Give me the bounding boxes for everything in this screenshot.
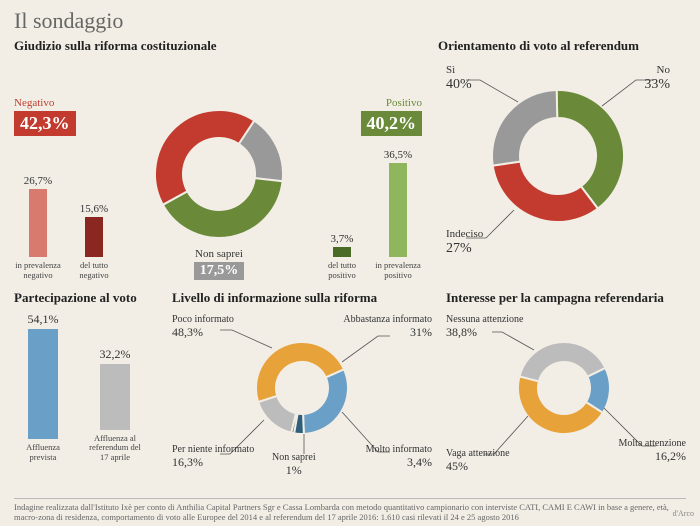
- poco-label: Poco informato: [172, 314, 234, 325]
- bar-col: 26,7% in prevalenza negativo: [14, 175, 62, 280]
- bar: [28, 329, 58, 439]
- molta-pct: 16,2%: [655, 449, 686, 463]
- bar-pct: 54,1%: [28, 312, 59, 327]
- bar: [389, 163, 407, 257]
- bar: [100, 364, 130, 430]
- no-pct: 33%: [644, 77, 670, 92]
- molto-label: Molto informato: [366, 444, 432, 455]
- negative-pct: 42,3%: [14, 111, 76, 136]
- bar-pct: 3,7%: [331, 233, 354, 245]
- bar: [85, 217, 103, 257]
- abbastanza-label: Abbastanza informato: [343, 314, 432, 325]
- bar-caption: in prevalenza positivo: [374, 261, 422, 280]
- interest-title: Interesse per la campagna referendaria: [446, 290, 686, 306]
- vaga-label: Vaga attenzione: [446, 448, 510, 459]
- orientation-title: Orientamento di voto al referendum: [438, 38, 678, 54]
- vaga-pct: 45%: [446, 459, 468, 473]
- nonsaprei-pct: 17,5%: [194, 262, 245, 280]
- info-title: Livello di informazione sulla riforma: [172, 290, 432, 306]
- nessuna-pct: 38,8%: [446, 325, 477, 339]
- bar-col: 32,2% Affluenza al referendum del 17 apri…: [86, 347, 144, 462]
- bar-caption: Affluenza prevista: [14, 443, 72, 462]
- no-label: No: [657, 64, 670, 76]
- participation-panel: Partecipazione al voto 54,1% Affluenza pr…: [14, 290, 158, 482]
- bar-caption: del tutto positivo: [318, 261, 366, 280]
- main-title: Il sondaggio: [0, 0, 700, 38]
- bar: [333, 247, 351, 257]
- bar-col: 54,1% Affluenza prevista: [14, 312, 72, 462]
- bar-pct: 26,7%: [24, 175, 52, 187]
- bar-pct: 32,2%: [100, 347, 131, 362]
- niente-pct: 16,3%: [172, 455, 203, 469]
- judgment-panel: Giudizio sulla riforma costituzionale Ne…: [14, 38, 424, 280]
- indeciso-label: Indeciso: [446, 228, 483, 240]
- bar-caption: Affluenza al referendum del 17 aprile: [86, 434, 144, 462]
- nonsaprei-info-label: Non saprei: [272, 452, 316, 463]
- bar-caption: in prevalenza negativo: [14, 261, 62, 280]
- molto-pct: 3,4%: [407, 455, 432, 469]
- orientation-panel: Orientamento di voto al referendum Sì 40…: [438, 38, 678, 280]
- positive-label: Positivo: [294, 97, 422, 109]
- molta-label: Molta attenzione: [619, 438, 686, 449]
- info-panel: Livello di informazione sulla riforma Po…: [172, 290, 432, 482]
- judgment-donut: [149, 104, 289, 244]
- bar-caption: del tutto negativo: [70, 261, 118, 280]
- footnote: Indagine realizzata dall'Istituto Ixè pe…: [14, 498, 686, 522]
- bar-pct: 36,5%: [384, 149, 412, 161]
- bar: [29, 189, 47, 257]
- judgment-title: Giudizio sulla riforma costituzionale: [14, 38, 424, 54]
- credit: d'Arco: [673, 509, 694, 518]
- interest-panel: Interesse per la campagna referendaria N…: [446, 290, 686, 482]
- nonsaprei-info-pct: 1%: [286, 463, 302, 477]
- negative-label: Negativo: [14, 97, 144, 109]
- nessuna-label: Nessuna attenzione: [446, 314, 523, 325]
- bar-col: 36,5% in prevalenza positivo: [374, 149, 422, 280]
- si-pct: 40%: [446, 77, 472, 92]
- positive-pct: 40,2%: [361, 111, 423, 136]
- bar-col: 3,7% del tutto positivo: [318, 233, 366, 280]
- si-label: Sì: [446, 64, 455, 76]
- bar-col: 15,6% del tutto negativo: [70, 203, 118, 280]
- participation-title: Partecipazione al voto: [14, 290, 158, 306]
- niente-label: Per niente informato: [172, 444, 254, 455]
- nonsaprei-label: Non saprei: [195, 248, 243, 260]
- abbastanza-pct: 31%: [410, 325, 432, 339]
- bar-pct: 15,6%: [80, 203, 108, 215]
- indeciso-pct: 27%: [446, 241, 472, 256]
- poco-pct: 48,3%: [172, 325, 203, 339]
